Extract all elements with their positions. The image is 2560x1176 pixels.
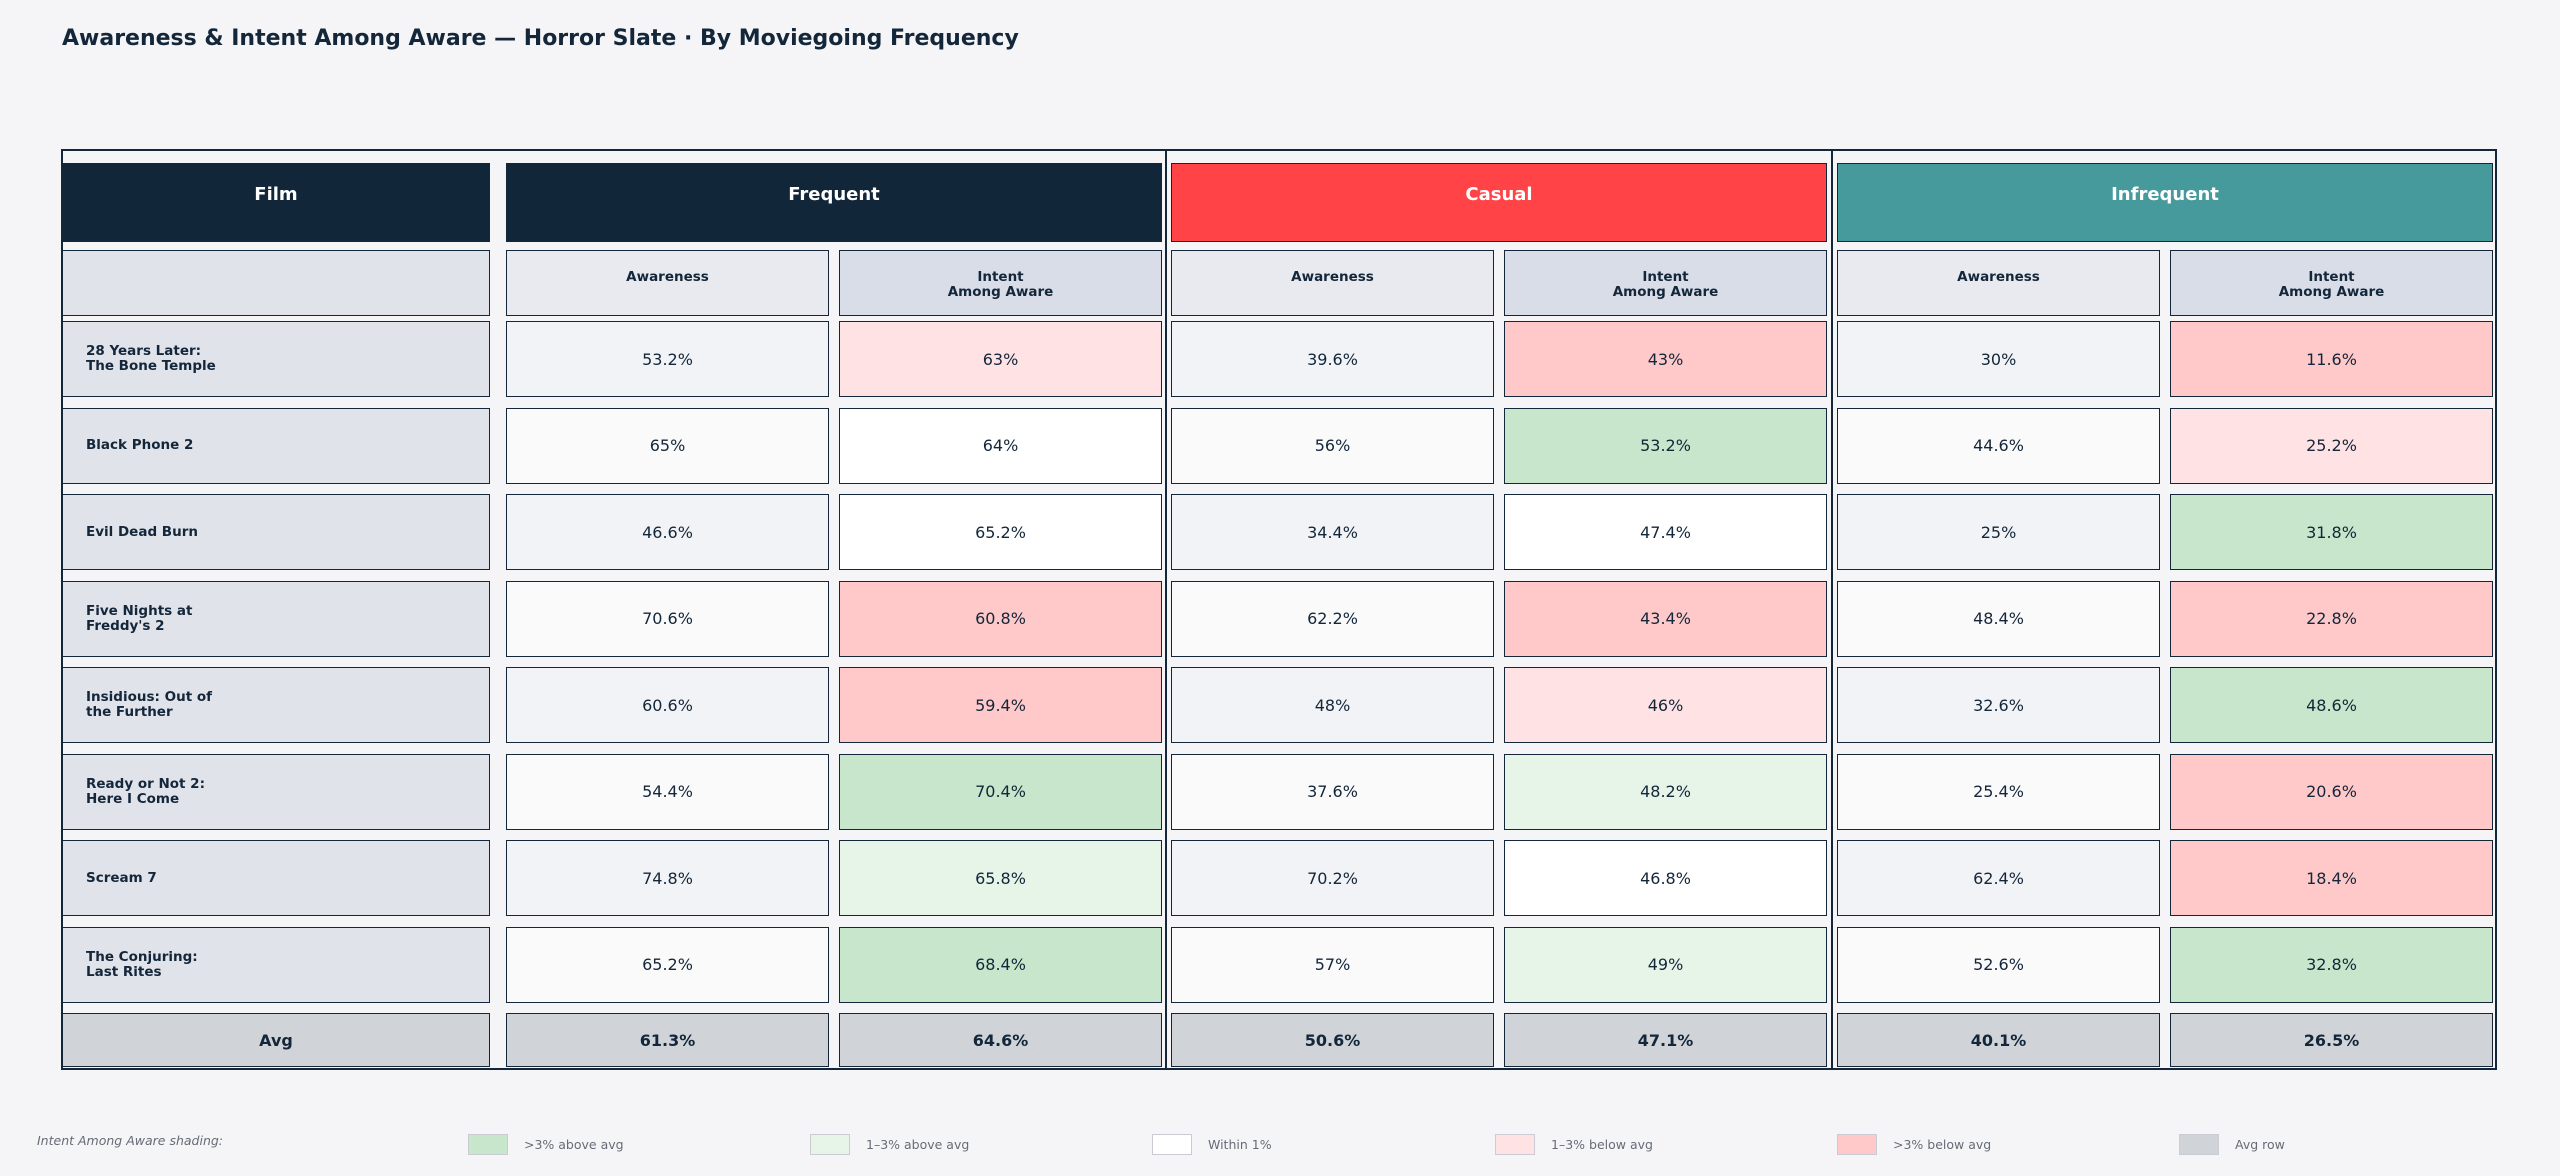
legend-label-avg-row: Avg row [2235,1137,2285,1152]
table-cell-intent: 68.4% [839,926,1162,1003]
table-cell-awareness: 32.6% [1837,667,2160,743]
table-cell-awareness: 30% [1837,321,2160,397]
table-cell-awareness: 34.4% [1171,494,1494,570]
avg-row-cell: 50.6% [1171,1013,1494,1067]
row-film-label: Evil Dead Burn [62,494,490,570]
table-cell-awareness: 62.4% [1837,840,2160,916]
table-cell-intent: 46.8% [1504,840,1827,916]
table-cell-intent: 48.2% [1504,753,1827,830]
avg-row-cell: 61.3% [506,1013,829,1067]
table-cell-intent: 25.2% [2170,407,2493,484]
table-cell-awareness: 65% [506,407,829,484]
subheader-awareness: Awareness [1171,250,1494,316]
row-film-label: Ready or Not 2: Here I Come [62,753,490,830]
subheader-intent: Intent Among Aware [839,250,1162,316]
header-group-infrequent: Infrequent [1837,163,2493,242]
table-cell-intent: 53.2% [1504,407,1827,484]
subheader-awareness: Awareness [1837,250,2160,316]
table-cell-intent: 31.8% [2170,494,2493,570]
avg-row-cell: 26.5% [2170,1013,2493,1067]
row-film-label: 28 Years Later: The Bone Temple [62,321,490,397]
table-cell-intent: 63% [839,321,1162,397]
table-cell-intent: 20.6% [2170,753,2493,830]
table-cell-intent: 11.6% [2170,321,2493,397]
legend-swatch-within [1152,1134,1192,1155]
table-cell-awareness: 25.4% [1837,753,2160,830]
table-cell-awareness: 54.4% [506,753,829,830]
subheader-film-blank [62,250,490,316]
table-cell-intent: 60.8% [839,580,1162,657]
legend-label-strong-below: >3% below avg [1893,1137,1992,1152]
avg-row-cell: 47.1% [1504,1013,1827,1067]
group-divider-frequent-casual [1165,149,1167,1070]
table-cell-intent: 48.6% [2170,667,2493,743]
legend-title: Intent Among Aware shading: [37,1133,224,1148]
legend-label-strong-above: >3% above avg [524,1137,624,1152]
table-cell-awareness: 56% [1171,407,1494,484]
legend-swatch-strong-above [468,1134,508,1155]
table-cell-awareness: 25% [1837,494,2160,570]
table-cell-awareness: 60.6% [506,667,829,743]
table-cell-awareness: 48.4% [1837,580,2160,657]
subheader-intent: Intent Among Aware [2170,250,2493,316]
row-film-label: The Conjuring: Last Rites [62,926,490,1003]
row-film-label: Insidious: Out of the Further [62,667,490,743]
table-cell-awareness: 62.2% [1171,580,1494,657]
table-cell-intent: 18.4% [2170,840,2493,916]
table-cell-awareness: 44.6% [1837,407,2160,484]
table-cell-awareness: 57% [1171,926,1494,1003]
legend-label-within: Within 1% [1208,1137,1272,1152]
header-group-frequent: Frequent [506,163,1162,242]
table-cell-awareness: 48% [1171,667,1494,743]
table-cell-intent: 22.8% [2170,580,2493,657]
table-cell-intent: 43% [1504,321,1827,397]
legend-label-mild-below: 1–3% below avg [1551,1137,1653,1152]
table-cell-intent: 59.4% [839,667,1162,743]
legend-swatch-strong-below [1837,1134,1877,1155]
row-film-label: Black Phone 2 [62,407,490,484]
table-cell-intent: 65.2% [839,494,1162,570]
row-film-label: Five Nights at Freddy's 2 [62,580,490,657]
row-film-label: Scream 7 [62,840,490,916]
group-divider-casual-infrequent [1831,149,1833,1070]
subheader-intent: Intent Among Aware [1504,250,1827,316]
table-cell-intent: 49% [1504,926,1827,1003]
table-cell-awareness: 46.6% [506,494,829,570]
legend-swatch-mild-above [810,1134,850,1155]
table-cell-awareness: 39.6% [1171,321,1494,397]
table-cell-awareness: 53.2% [506,321,829,397]
legend-label-mild-above: 1–3% above avg [866,1137,970,1152]
table-cell-intent: 65.8% [839,840,1162,916]
table-cell-awareness: 65.2% [506,926,829,1003]
table-cell-intent: 32.8% [2170,926,2493,1003]
table-cell-awareness: 70.6% [506,580,829,657]
table-cell-intent: 64% [839,407,1162,484]
header-group-casual: Casual [1171,163,1827,242]
table-cell-awareness: 70.2% [1171,840,1494,916]
avg-row-label: Avg [62,1013,490,1067]
avg-row-cell: 40.1% [1837,1013,2160,1067]
legend-swatch-avg-row [2179,1134,2219,1155]
table-cell-awareness: 52.6% [1837,926,2160,1003]
table-cell-awareness: 74.8% [506,840,829,916]
page-title: Awareness & Intent Among Aware — Horror … [62,26,1019,51]
table-cell-intent: 47.4% [1504,494,1827,570]
legend-swatch-mild-below [1495,1134,1535,1155]
avg-row-cell: 64.6% [839,1013,1162,1067]
table-cell-intent: 43.4% [1504,580,1827,657]
subheader-awareness: Awareness [506,250,829,316]
table-cell-intent: 46% [1504,667,1827,743]
table-cell-awareness: 37.6% [1171,753,1494,830]
header-film: Film [62,163,490,242]
table-cell-intent: 70.4% [839,753,1162,830]
